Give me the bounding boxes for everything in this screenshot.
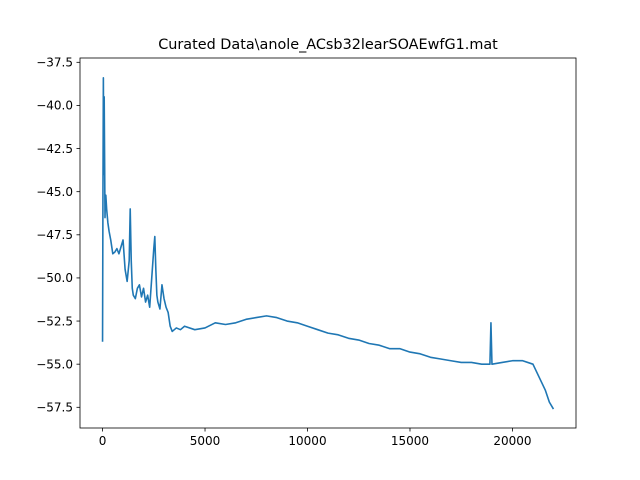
- ticks-layer: 0 5000 10000 15000 20000 −57.5 −55.0 −52.5 −50.0…: [36, 56, 531, 448]
- y-tick-label: −55.0: [36, 357, 73, 371]
- x-tick-label: 5000: [190, 434, 221, 448]
- y-tick-label: −37.5: [36, 56, 73, 70]
- x-tick-label: 10000: [288, 434, 326, 448]
- y-tick-label: −50.0: [36, 271, 73, 285]
- y-tick-label: −47.5: [36, 228, 73, 242]
- y-tick-label: −42.5: [36, 142, 73, 156]
- x-tick-label: 20000: [493, 434, 531, 448]
- y-tick-label: −40.0: [36, 99, 73, 113]
- x-tick-label: 15000: [391, 434, 429, 448]
- y-tick-label: −45.0: [36, 185, 73, 199]
- chart-title: Curated Data\anole_ACsb32learSOAEwfG1.ma…: [158, 37, 498, 53]
- plot-area: [80, 58, 576, 428]
- x-tick-label: 0: [99, 434, 107, 448]
- y-tick-label: −57.5: [36, 401, 73, 415]
- plot-frame: [79, 57, 577, 429]
- y-tick-label: −52.5: [36, 314, 73, 328]
- data-layer: [101, 77, 555, 410]
- series-line-0: [101, 77, 555, 410]
